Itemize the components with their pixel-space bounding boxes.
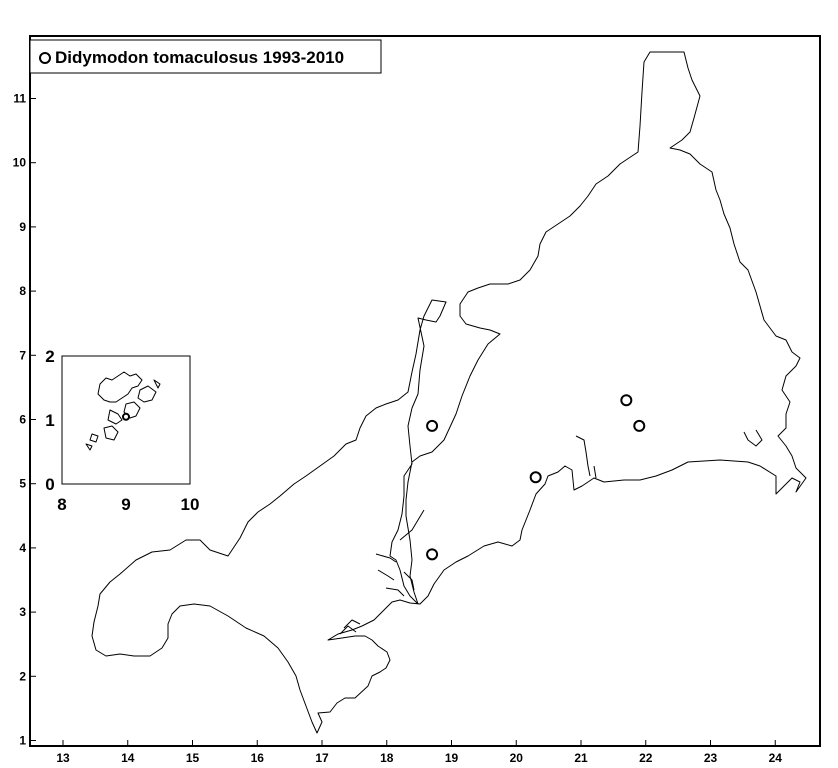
inset-x-tick-label: 8 (57, 495, 66, 514)
x-tick-label: 18 (380, 751, 394, 765)
y-tick-label: 3 (19, 605, 26, 619)
y-tick-label: 11 (13, 92, 26, 106)
y-tick-label: 6 (19, 413, 26, 427)
inset-y-tick-label: 1 (45, 411, 54, 430)
legend: Didymodon tomaculosus 1993-2010 (29, 39, 382, 74)
map-frame (29, 35, 821, 747)
y-tick-label: 5 (19, 477, 26, 491)
x-tick-label: 22 (639, 751, 653, 765)
creek-helford (743, 429, 763, 447)
inset-record-point (122, 412, 130, 421)
inset-x-tick-label: 10 (181, 495, 200, 514)
record-point (529, 471, 542, 484)
record-points (426, 394, 646, 561)
creek-tamar (375, 509, 425, 597)
record-point (426, 548, 439, 561)
inset-y-axis: 0 1 2 (45, 347, 54, 494)
x-tick-label: 24 (769, 751, 783, 765)
county-coastline (91, 51, 807, 734)
x-tick-label: 20 (510, 751, 524, 765)
inset-x-tick-label: 9 (121, 495, 130, 514)
creek-fal (575, 435, 597, 479)
x-tick-label: 17 (315, 751, 329, 765)
x-tick-label: 16 (251, 751, 265, 765)
record-point (426, 419, 439, 432)
inset-map: 8 9 10 0 1 2 (45, 347, 199, 514)
record-point (620, 394, 633, 407)
y-tick-label: 10 (13, 156, 27, 170)
inset-islands (85, 371, 161, 451)
creek-fowey (339, 619, 361, 635)
record-point (633, 419, 646, 432)
inset-y-tick-label: 0 (45, 475, 54, 494)
inset-y-tick-label: 2 (45, 347, 54, 366)
y-tick-label: 2 (19, 669, 26, 683)
y-tick-label: 8 (19, 284, 26, 298)
y-tick-label: 9 (19, 220, 26, 234)
legend-label: Didymodon tomaculosus 1993-2010 (55, 48, 344, 67)
y-tick-label: 7 (19, 348, 26, 362)
x-axis: 13 14 15 16 17 18 19 20 21 22 23 24 (56, 740, 782, 765)
legend-box (29, 39, 382, 74)
y-tick-label: 1 (19, 734, 26, 748)
x-tick-label: 14 (121, 751, 135, 765)
inset-record-points (122, 412, 130, 421)
y-tick-label: 4 (19, 541, 26, 555)
x-tick-label: 13 (56, 751, 70, 765)
inset-x-axis: 8 9 10 (57, 495, 199, 514)
legend-symbol (39, 52, 51, 64)
x-tick-label: 19 (445, 751, 459, 765)
x-tick-label: 21 (574, 751, 588, 765)
y-axis: 1 2 3 4 5 6 7 8 9 10 11 (13, 92, 36, 748)
x-tick-label: 15 (186, 751, 200, 765)
x-tick-label: 23 (704, 751, 718, 765)
